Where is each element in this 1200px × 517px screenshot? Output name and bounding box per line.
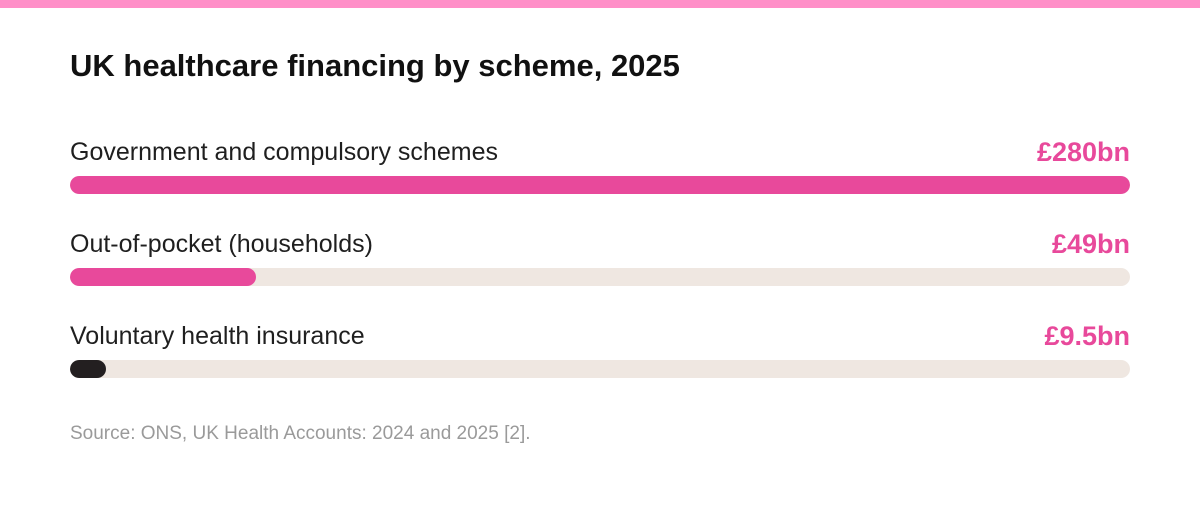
bar-track xyxy=(70,268,1130,286)
bar-track xyxy=(70,176,1130,194)
bar-category-label: Out-of-pocket (households) xyxy=(70,230,373,258)
bar-row: Out-of-pocket (households) £49bn xyxy=(70,229,1130,291)
bar-fill xyxy=(70,268,256,286)
bar-fill xyxy=(70,176,1130,194)
bar-fill xyxy=(70,360,106,378)
bar-category-label: Government and compulsory schemes xyxy=(70,138,498,166)
bar-value-label: £280bn xyxy=(1036,137,1130,167)
top-accent-stripe xyxy=(0,0,1200,8)
bar-row: Government and compulsory schemes £280bn xyxy=(70,137,1130,199)
bar-value-label: £49bn xyxy=(1051,229,1130,259)
source-note: Source: ONS, UK Health Accounts: 2024 an… xyxy=(70,423,531,444)
bar-category-label: Voluntary health insurance xyxy=(70,322,365,350)
bar-track xyxy=(70,360,1130,378)
bar-row: Voluntary health insurance £9.5bn xyxy=(70,321,1130,383)
bar-value-label: £9.5bn xyxy=(1044,321,1130,351)
chart-title: UK healthcare financing by scheme, 2025 xyxy=(70,48,680,83)
